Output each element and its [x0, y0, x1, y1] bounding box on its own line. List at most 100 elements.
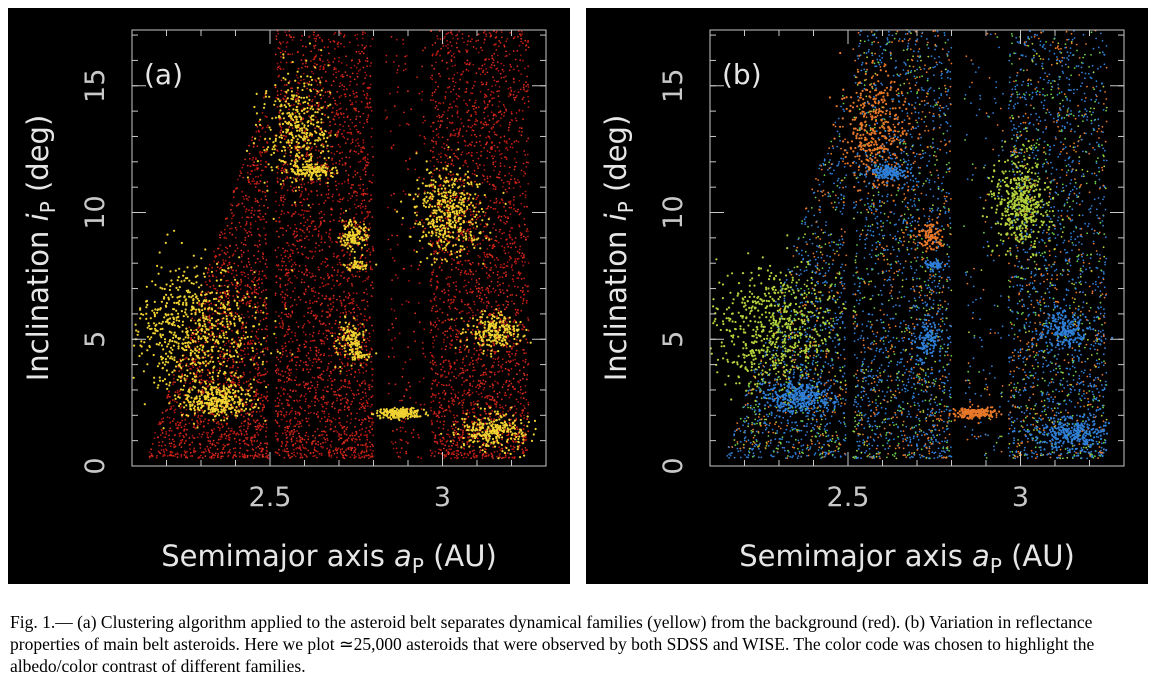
- asteroid-point: [490, 418, 493, 421]
- asteroid-point: [439, 38, 442, 40]
- asteroid-point: [240, 422, 243, 425]
- asteroid-point: [423, 403, 426, 406]
- asteroid-point: [479, 200, 481, 203]
- asteroid-point: [213, 420, 215, 423]
- asteroid-point: [262, 146, 265, 149]
- asteroid-point: [249, 339, 252, 342]
- asteroid-point: [199, 447, 202, 449]
- asteroid-point: [357, 239, 359, 242]
- asteroid-point: [417, 268, 419, 271]
- asteroid-point: [486, 103, 489, 106]
- asteroid-point: [358, 408, 361, 410]
- asteroid-point: [341, 448, 344, 450]
- asteroid-point: [219, 291, 222, 294]
- asteroid-point: [527, 100, 530, 103]
- asteroid-point: [390, 194, 393, 197]
- asteroid-point: [364, 430, 367, 433]
- asteroid-point: [258, 286, 261, 289]
- asteroid-point: [476, 243, 479, 246]
- asteroid-point: [515, 362, 518, 365]
- asteroid-point: [515, 95, 518, 97]
- asteroid-point: [345, 393, 348, 396]
- asteroid-point: [486, 71, 489, 74]
- asteroid-point: [437, 426, 440, 429]
- asteroid-point: [523, 407, 526, 409]
- asteroid-point: [366, 153, 369, 156]
- asteroid-point: [494, 186, 497, 189]
- asteroid-point: [331, 241, 333, 243]
- asteroid-point: [472, 455, 475, 457]
- asteroid-point: [163, 436, 166, 439]
- asteroid-point: [347, 178, 350, 181]
- asteroid-point: [240, 414, 243, 416]
- asteroid-point: [339, 198, 342, 201]
- asteroid-point: [225, 430, 228, 433]
- asteroid-point: [361, 456, 363, 458]
- asteroid-point: [294, 425, 297, 427]
- asteroid-point: [514, 411, 517, 414]
- asteroid-point: [158, 441, 160, 444]
- asteroid-point: [518, 252, 521, 254]
- asteroid-point: [291, 407, 294, 410]
- asteroid-point: [176, 389, 179, 392]
- asteroid-point: [338, 417, 341, 419]
- asteroid-point: [466, 246, 469, 249]
- asteroid-point: [447, 359, 450, 362]
- asteroid-point: [224, 218, 227, 220]
- asteroid-point: [165, 433, 168, 435]
- asteroid-point: [399, 399, 401, 402]
- asteroid-point: [285, 444, 287, 447]
- asteroid-point: [487, 88, 490, 91]
- asteroid-point: [311, 384, 314, 387]
- asteroid-point: [339, 315, 342, 318]
- asteroid-point: [466, 199, 469, 202]
- asteroid-point: [251, 292, 254, 295]
- asteroid-point: [329, 298, 332, 301]
- asteroid-point: [470, 357, 473, 359]
- asteroid-point: [507, 442, 510, 444]
- asteroid-point: [252, 410, 255, 413]
- asteroid-point: [422, 352, 425, 355]
- asteroid-point: [471, 359, 474, 362]
- asteroid-point: [243, 357, 245, 359]
- asteroid-point: [477, 406, 480, 408]
- asteroid-point: [491, 104, 494, 106]
- asteroid-point: [456, 441, 459, 444]
- asteroid-point: [295, 368, 298, 371]
- asteroid-point: [305, 62, 307, 64]
- asteroid-point: [511, 238, 514, 241]
- asteroid-point: [246, 232, 249, 234]
- asteroid-point: [314, 395, 317, 397]
- asteroid-point: [347, 437, 350, 439]
- asteroid-point: [318, 250, 321, 252]
- asteroid-point: [369, 198, 372, 201]
- asteroid-point: [520, 127, 523, 130]
- asteroid-point: [207, 309, 210, 312]
- asteroid-point: [472, 380, 475, 383]
- asteroid-point: [462, 215, 465, 217]
- asteroid-point: [369, 384, 371, 386]
- asteroid-point: [314, 404, 316, 407]
- asteroid-point: [329, 370, 332, 373]
- asteroid-point: [352, 184, 354, 186]
- asteroid-point: [198, 349, 201, 352]
- asteroid-point: [265, 198, 268, 201]
- asteroid-point: [226, 451, 229, 454]
- asteroid-point: [315, 35, 318, 38]
- asteroid-point: [431, 74, 433, 77]
- asteroid-point: [338, 200, 341, 203]
- asteroid-point: [432, 186, 435, 189]
- asteroid-point: [520, 388, 522, 391]
- asteroid-point: [512, 274, 515, 277]
- asteroid-point: [290, 396, 292, 399]
- asteroid-point: [219, 267, 221, 270]
- asteroid-point: [466, 432, 469, 435]
- asteroid-point: [327, 366, 329, 368]
- asteroid-point: [473, 303, 476, 306]
- asteroid-point: [295, 227, 298, 230]
- asteroid-point: [412, 436, 415, 439]
- asteroid-point: [279, 178, 282, 181]
- asteroid-point: [497, 271, 499, 273]
- asteroid-point: [277, 265, 279, 267]
- asteroid-point: [439, 102, 442, 105]
